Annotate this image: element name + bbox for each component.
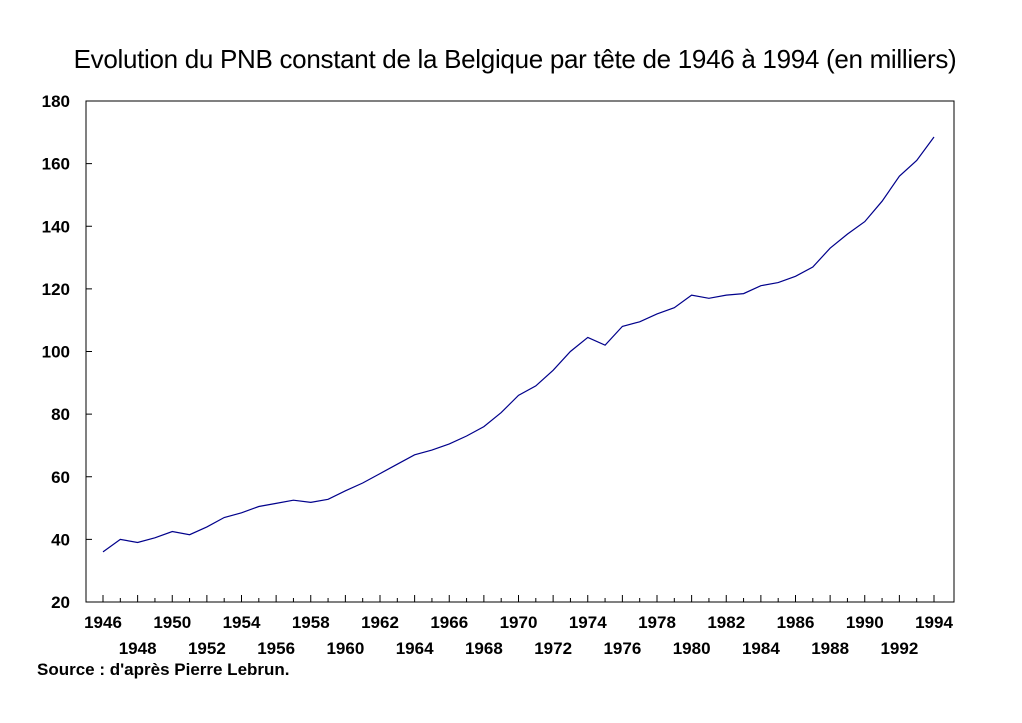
x-axis: 1946 1950 1954 1958 1962 1966 1970 1974 1978 1982…: [84, 595, 953, 658]
x-tick-label: 1984: [742, 639, 780, 658]
y-tick-label: 60: [51, 468, 70, 487]
y-tick-label: 100: [42, 343, 70, 362]
x-tick-label: 1970: [500, 613, 538, 632]
x-tick-label: 1948: [119, 639, 157, 658]
x-tick-label: 1952: [188, 639, 226, 658]
x-tick-label: 1978: [638, 613, 676, 632]
x-tick-label: 1974: [569, 613, 607, 632]
y-axis: 20 40 60 80 100 120 140 160 180: [42, 92, 92, 612]
chart-title: Evolution du PNB constant de la Belgique…: [73, 44, 957, 74]
plot-frame: [85, 100, 955, 603]
x-tick-label: 1986: [777, 613, 815, 632]
x-tick-label: 1980: [673, 639, 711, 658]
x-tick-label: 1950: [153, 613, 191, 632]
y-tick-label: 120: [42, 280, 70, 299]
x-tick-label: 1946: [84, 613, 122, 632]
x-tick-label: 1966: [430, 613, 468, 632]
x-tick-label: 1994: [915, 613, 953, 632]
x-tick-label: 1968: [465, 639, 503, 658]
x-tick-label: 1972: [534, 639, 572, 658]
chart-source: Source : d'après Pierre Lebrun.: [37, 660, 290, 679]
x-tick-label: 1976: [603, 639, 641, 658]
y-tick-label: 140: [42, 217, 70, 236]
y-tick-label: 160: [42, 155, 70, 174]
series-line-pnb: [102, 136, 935, 553]
y-tick-label: 40: [51, 530, 70, 549]
x-tick-label: 1960: [326, 639, 364, 658]
x-tick-label: 1992: [880, 639, 918, 658]
y-tick-label: 180: [42, 92, 70, 111]
x-tick-label: 1988: [811, 639, 849, 658]
x-tick-label: 1958: [292, 613, 330, 632]
x-tick-label: 1954: [223, 613, 261, 632]
x-tick-label: 1962: [361, 613, 399, 632]
y-tick-label: 80: [51, 405, 70, 424]
x-tick-label: 1990: [846, 613, 884, 632]
x-tick-label: 1964: [396, 639, 434, 658]
y-tick-label: 20: [51, 593, 70, 612]
x-tick-label: 1982: [707, 613, 745, 632]
x-tick-label: 1956: [257, 639, 295, 658]
